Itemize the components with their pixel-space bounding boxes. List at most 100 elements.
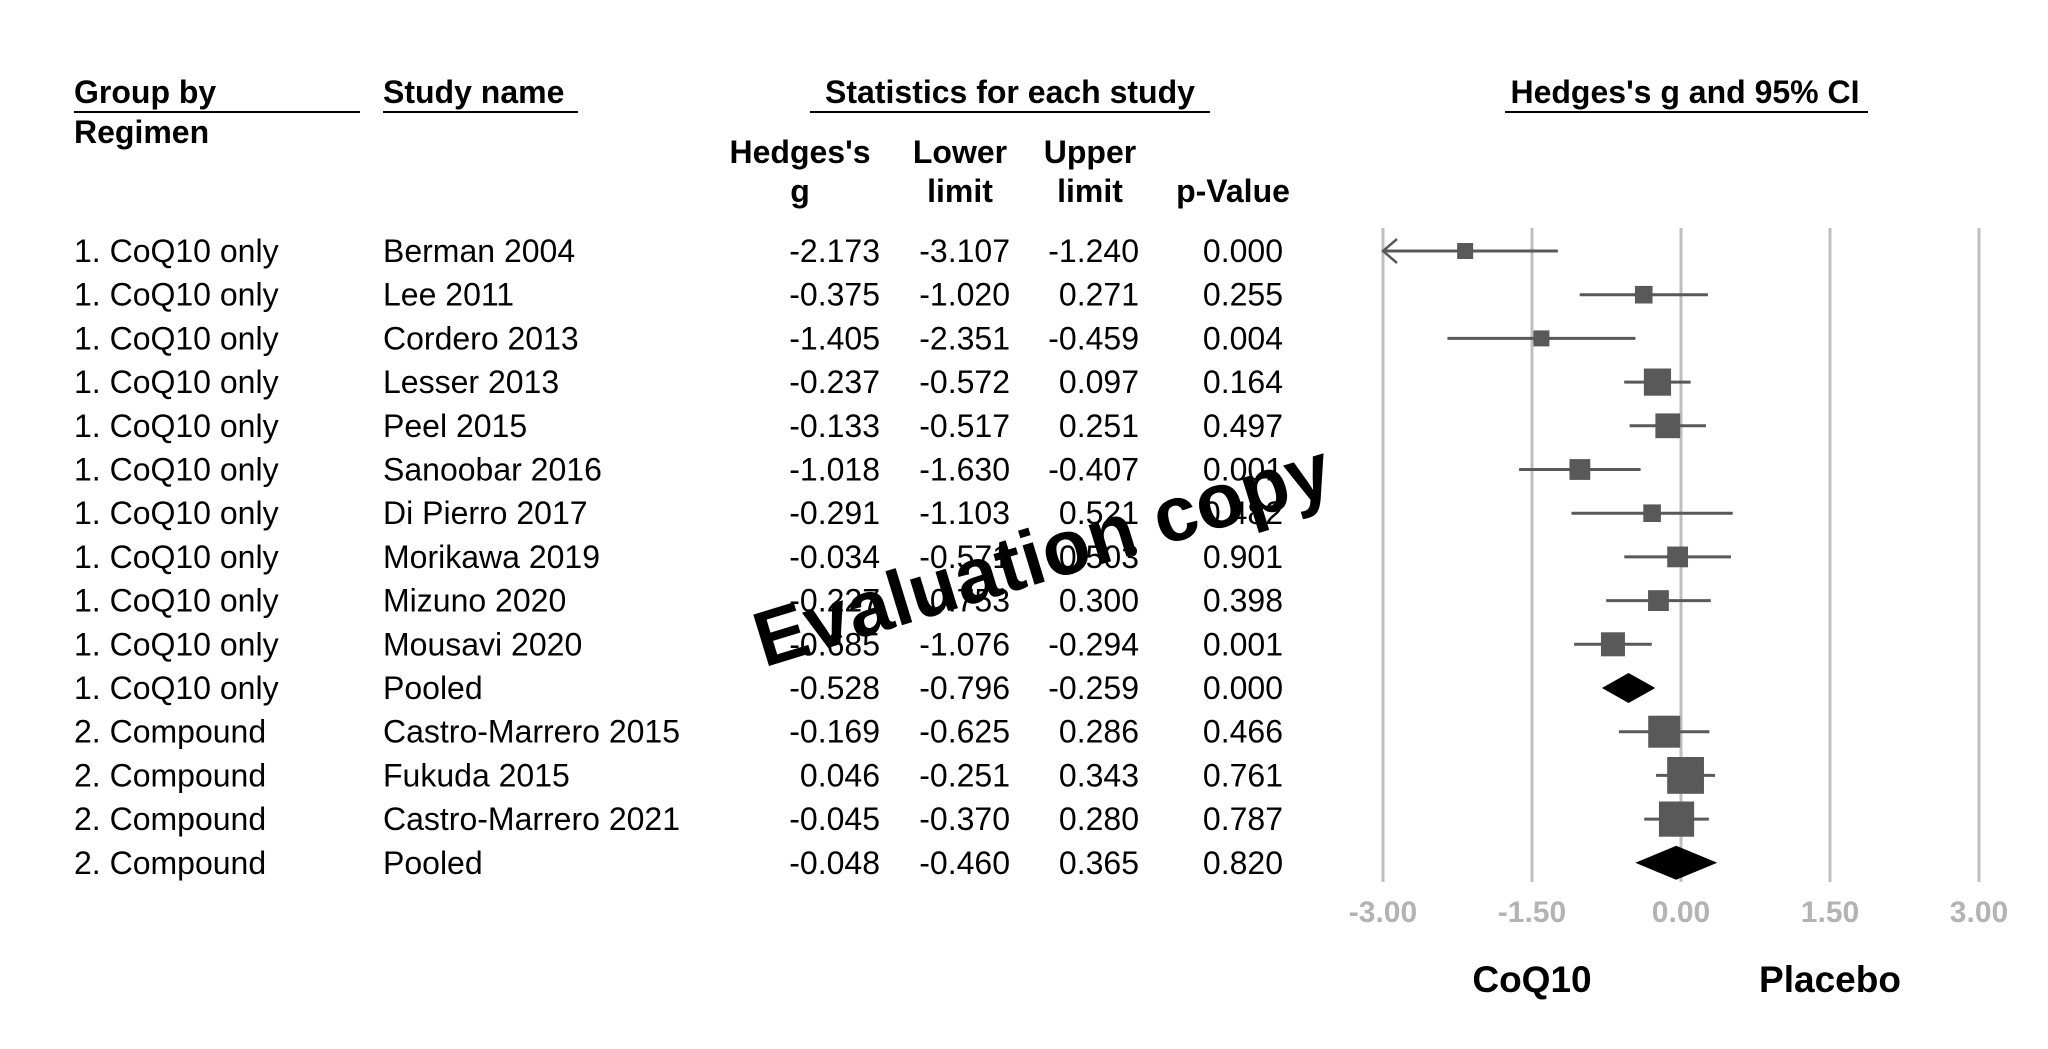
x-tick-label: 3.00 [1950, 896, 2008, 929]
row-hedges-g: -2.173 [789, 233, 880, 269]
truncation-arrow [1381, 238, 1398, 264]
row-hedges-g: -0.528 [789, 670, 880, 706]
table-row: 1. CoQ10 only Peel 2015 -0.133 -0.517 0.251 0… [74, 408, 1283, 444]
effect-marker [1457, 243, 1474, 259]
header-group: Group by [74, 74, 216, 110]
effect-marker [1643, 504, 1661, 522]
row-lower-limit: -1.020 [919, 277, 1010, 313]
row-p-value: 0.000 [1203, 670, 1283, 706]
row-lower-limit: -0.796 [919, 670, 1010, 706]
row-study: Fukuda 2015 [383, 757, 570, 793]
row-study: Mizuno 2020 [383, 583, 566, 619]
row-upper-limit: 0.286 [1059, 714, 1139, 750]
header-study: Study name [383, 74, 564, 110]
favours-right-label: Placebo [1759, 959, 1901, 1000]
row-group: 2. Compound [74, 757, 266, 793]
col-header-g: Hedges's [730, 134, 871, 170]
x-tick-label: 1.50 [1801, 896, 1859, 929]
row-study: Sanoobar 2016 [383, 452, 602, 488]
col-header-p: p-Value [1176, 173, 1290, 209]
col-header-upper-line2: limit [1057, 173, 1123, 209]
row-group: 1. CoQ10 only [74, 320, 279, 356]
table-row: 1. CoQ10 only Lesser 2013 -0.237 -0.572 0.09… [74, 364, 1283, 400]
row-study: Lesser 2013 [383, 364, 559, 400]
row-p-value: 0.497 [1203, 408, 1283, 444]
pooled-diamond [1635, 845, 1718, 880]
table-body: 1. CoQ10 only Berman 2004 -2.173 -3.107 -1.2… [74, 233, 1283, 881]
pooled-diamond [1601, 673, 1656, 703]
effect-marker [1569, 459, 1591, 480]
row-study: Lee 2011 [383, 277, 514, 313]
row-study: Castro-Marrero 2021 [383, 801, 680, 837]
table-row: 2. Compound Pooled -0.048 -0.460 0.365 0.820 [74, 845, 1283, 881]
row-hedges-g: -0.045 [789, 801, 880, 837]
col-header-g-line2: g [790, 173, 810, 209]
row-hedges-g: -1.018 [789, 452, 880, 488]
row-p-value: 0.001 [1203, 626, 1283, 662]
effect-marker [1648, 715, 1681, 748]
col-header-lower-line2: limit [927, 173, 993, 209]
row-p-value: 0.001 [1203, 452, 1283, 488]
row-study: Cordero 2013 [383, 320, 579, 356]
row-lower-limit: -3.107 [919, 233, 1010, 269]
row-p-value: 0.164 [1203, 364, 1283, 400]
row-lower-limit: -0.572 [919, 364, 1010, 400]
table-row: 1. CoQ10 only Mousavi 2020 -0.685 -1.076 -0.… [74, 626, 1283, 662]
row-group: 2. Compound [74, 714, 266, 750]
row-lower-limit: -0.370 [919, 801, 1010, 837]
row-lower-limit: -1.103 [919, 495, 1010, 531]
row-group: 1. CoQ10 only [74, 408, 279, 444]
row-p-value: 0.820 [1203, 845, 1283, 881]
table-row: 1. CoQ10 only Berman 2004 -2.173 -3.107 -1.2… [74, 233, 1283, 269]
table-row: 1. CoQ10 only Di Pierro 2017 -0.291 -1.103 0… [74, 495, 1283, 531]
row-hedges-g: -0.048 [789, 845, 880, 881]
row-hedges-g: -0.237 [789, 364, 880, 400]
row-upper-limit: 0.280 [1059, 801, 1139, 837]
x-tick-label: -1.50 [1498, 896, 1566, 929]
row-group: 1. CoQ10 only [74, 495, 279, 531]
table-row: 1. CoQ10 only Pooled -0.528 -0.796 -0.259 0.0… [74, 670, 1283, 706]
effect-marker [1667, 546, 1689, 568]
row-lower-limit: -0.460 [919, 845, 1010, 881]
row-hedges-g: -0.169 [789, 714, 880, 750]
row-group: 1. CoQ10 only [74, 539, 279, 575]
row-p-value: 0.787 [1203, 801, 1283, 837]
effect-marker [1658, 801, 1695, 837]
row-upper-limit: 0.097 [1059, 364, 1139, 400]
row-study: Berman 2004 [383, 233, 575, 269]
row-lower-limit: -0.753 [919, 583, 1010, 619]
table-row: 2. Compound Castro-Marrero 2021 -0.045 -0.3… [74, 801, 1283, 837]
row-upper-limit: -0.459 [1048, 320, 1139, 356]
forest-plot: -3.00 -1.50 0.00 1.50 3.00 CoQ10 Placebo [1349, 228, 2008, 1000]
row-p-value: 0.000 [1203, 233, 1283, 269]
header-stats: Statistics for each study [825, 74, 1195, 110]
row-upper-limit: 0.503 [1059, 539, 1139, 575]
row-lower-limit: -0.517 [919, 408, 1010, 444]
row-p-value: 0.761 [1203, 757, 1283, 793]
row-hedges-g: -0.133 [789, 408, 880, 444]
row-group: 2. Compound [74, 801, 266, 837]
table-row: 1. CoQ10 only Lee 2011 -0.375 -1.020 0.271 0.… [74, 277, 1283, 313]
table-row: 1. CoQ10 only Mizuno 2020 -0.227 -0.753 0.30… [74, 583, 1283, 619]
row-p-value: 0.482 [1203, 495, 1283, 531]
row-hedges-g: -0.685 [789, 626, 880, 662]
x-tick-label: -3.00 [1349, 896, 1417, 929]
row-upper-limit: -0.294 [1048, 626, 1139, 662]
table-row: 1. CoQ10 only Cordero 2013 -1.405 -2.351 -0.… [74, 320, 1283, 356]
row-group: 1. CoQ10 only [74, 583, 279, 619]
row-p-value: 0.466 [1203, 714, 1283, 750]
row-group: 1. CoQ10 only [74, 670, 279, 706]
row-study: Mousavi 2020 [383, 626, 582, 662]
table-row: 2. Compound Fukuda 2015 0.046 -0.251 0.343 0.… [74, 757, 1283, 793]
row-p-value: 0.255 [1203, 277, 1283, 313]
row-upper-limit: 0.271 [1059, 277, 1139, 313]
row-hedges-g: 0.046 [800, 757, 880, 793]
effect-marker [1655, 413, 1681, 439]
row-group: 1. CoQ10 only [74, 364, 279, 400]
effect-marker [1600, 632, 1625, 657]
header-plot: Hedges's g and 95% CI [1510, 74, 1859, 110]
row-hedges-g: -0.375 [789, 277, 880, 313]
row-upper-limit: -0.407 [1048, 452, 1139, 488]
row-study: Peel 2015 [383, 408, 527, 444]
